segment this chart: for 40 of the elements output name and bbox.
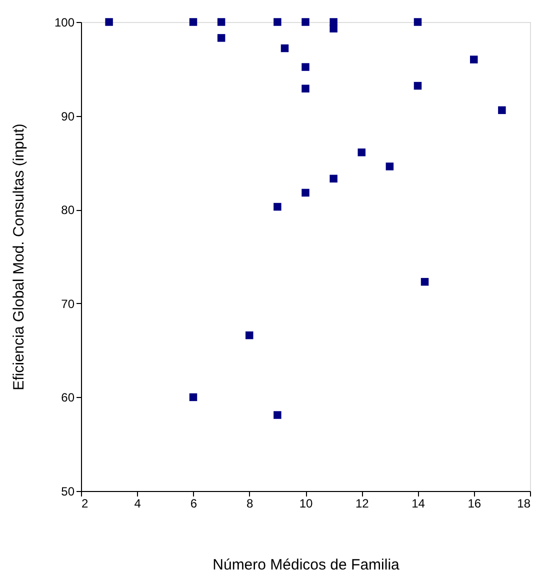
y-axis-title: Eficiencia Global Mod. Consultas (input) (10, 124, 28, 390)
y-tick-label: 90 (61, 109, 75, 124)
point (302, 84, 310, 92)
y-tick-label: 80 (61, 203, 75, 218)
point (302, 18, 310, 26)
point (498, 106, 506, 114)
x-tick-label: 16 (468, 496, 482, 510)
y-tick-label: 70 (61, 296, 75, 311)
point (330, 174, 338, 183)
point (189, 18, 198, 26)
point (105, 18, 113, 26)
x-tick-label: 4 (134, 496, 142, 510)
x-tick-label: 8 (246, 496, 254, 510)
point (189, 393, 198, 402)
x-tick-label: 12 (355, 496, 370, 510)
x-tick-label: 10 (299, 496, 313, 510)
point (470, 56, 478, 64)
point (330, 24, 338, 32)
point (274, 18, 282, 26)
point (280, 44, 289, 52)
x-tick-label: 6 (190, 496, 198, 510)
point (274, 411, 282, 419)
point (414, 82, 422, 90)
x-tick-label: 14 (412, 496, 426, 510)
y-tick-label: 60 (61, 390, 75, 405)
point (302, 188, 310, 197)
point (358, 148, 366, 156)
point (302, 63, 310, 71)
point (217, 18, 226, 26)
y-tick-label: 50 (61, 484, 75, 498)
point (274, 202, 282, 211)
y-tick-label: 100 (54, 16, 75, 30)
point (386, 162, 394, 170)
point (246, 331, 254, 340)
x-tick-label: 2 (82, 496, 88, 510)
point (414, 18, 422, 26)
point (420, 278, 429, 286)
point (217, 34, 226, 42)
x-axis-title: Número Médicos de Familia (212, 556, 400, 571)
x-tick-label: 18 (517, 496, 531, 510)
